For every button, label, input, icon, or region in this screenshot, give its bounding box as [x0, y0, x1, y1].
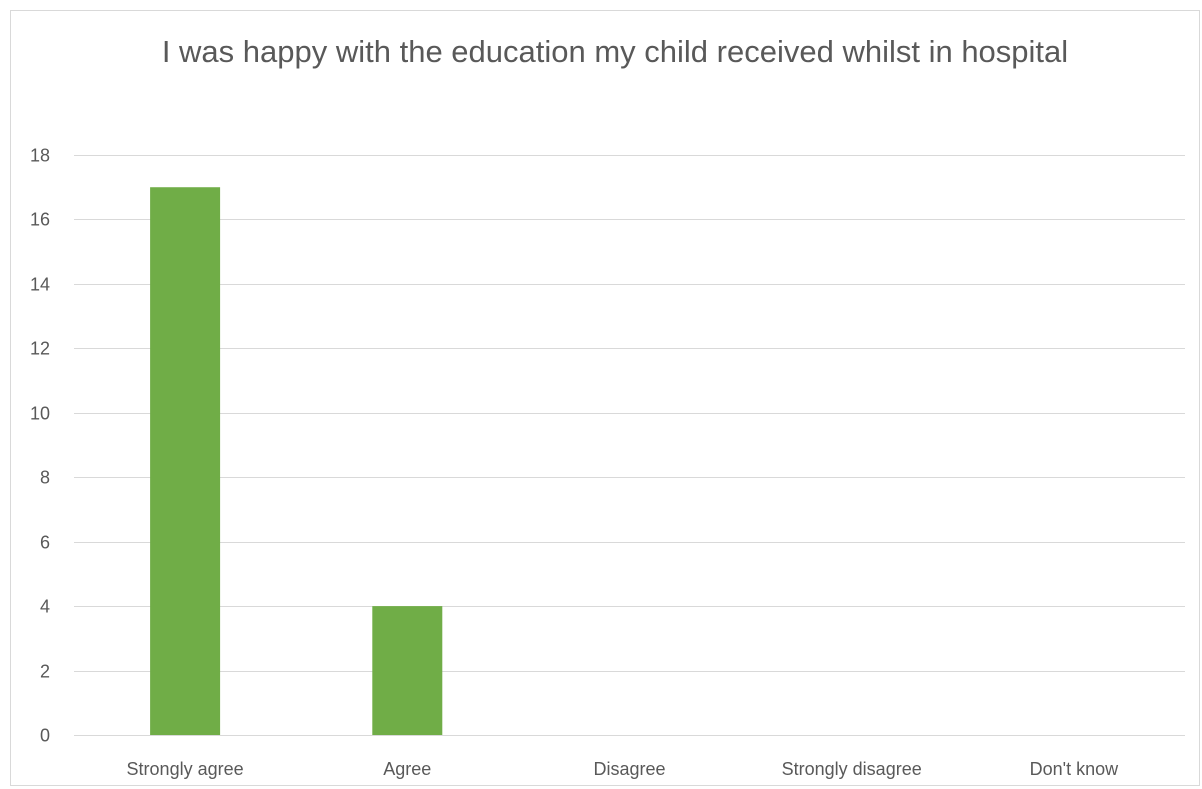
x-tick-label: Don't know — [1030, 759, 1119, 779]
x-tick-label: Strongly agree — [127, 759, 244, 779]
y-axis-tick-labels: 0 2 4 6 8 10 12 14 16 18 — [30, 146, 50, 746]
bar-agree — [372, 606, 443, 735]
y-tick-label: 6 — [40, 533, 50, 553]
bars — [150, 187, 443, 735]
y-tick-label: 14 — [30, 275, 50, 295]
y-tick-label: 18 — [30, 146, 50, 166]
y-tick-label: 4 — [40, 597, 50, 617]
gridlines — [74, 155, 1185, 736]
x-tick-label: Disagree — [593, 759, 665, 779]
bar-strongly-agree — [150, 187, 221, 735]
chart-title: I was happy with the education my child … — [161, 34, 1069, 69]
x-axis-tick-labels: Strongly agree Agree Disagree Strongly disa… — [127, 759, 1120, 779]
x-tick-label: Strongly disagree — [782, 759, 922, 779]
y-tick-label: 2 — [40, 662, 50, 682]
y-tick-label: 10 — [30, 404, 50, 424]
y-tick-label: 12 — [30, 339, 50, 359]
y-tick-label: 16 — [30, 210, 50, 230]
y-tick-label: 8 — [40, 468, 50, 488]
y-tick-label: 0 — [40, 726, 50, 746]
x-tick-label: Agree — [383, 759, 431, 779]
